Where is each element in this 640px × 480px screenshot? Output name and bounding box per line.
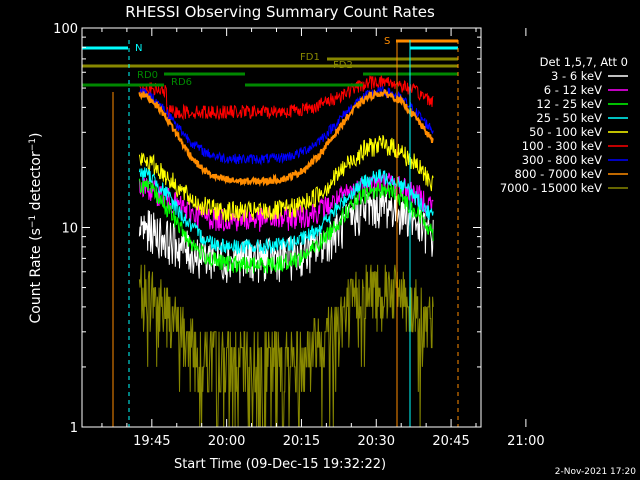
legend-header: Det 1,5,7, Att 0 xyxy=(540,55,628,69)
legend-label: 6 - 12 keV xyxy=(544,83,602,97)
x-tick-label: 20:15 xyxy=(283,434,320,449)
legend-label: 300 - 800 keV xyxy=(522,153,602,167)
legend-label: 800 - 7000 keV xyxy=(514,167,602,181)
y-tick-label: 1 xyxy=(70,421,78,436)
timestamp: 2-Nov-2021 17:20 xyxy=(555,467,637,477)
legend-label: 100 - 300 keV xyxy=(522,139,602,153)
series-line-7000-15000kev xyxy=(138,264,434,428)
series-line-100-300kev xyxy=(138,75,434,121)
annotations-layer: N S FD1 FD2 RD0 RD6 xyxy=(82,36,459,427)
series-line-50-100kev xyxy=(138,135,434,222)
annotation-label: N xyxy=(135,43,142,54)
series-line-12-25kev xyxy=(138,178,434,274)
x-tick-label: 19:45 xyxy=(133,434,170,449)
annotation-label: FD2 xyxy=(333,60,353,71)
chart-title: RHESSI Observing Summary Count Rates xyxy=(125,3,435,21)
annotation-label: RD6 xyxy=(171,77,192,88)
legend-label: 12 - 25 keV xyxy=(536,97,602,111)
y-axis-label: Count Rate (s−1 detector−1) xyxy=(28,133,44,324)
x-tick-label: 21:00 xyxy=(507,434,544,449)
y-tick-label: 100 xyxy=(53,22,78,37)
legend-label: 50 - 100 keV xyxy=(529,125,602,139)
x-tick-label: 20:30 xyxy=(358,434,395,449)
annotation-label: FD1 xyxy=(300,52,320,63)
series-line-25-50kev xyxy=(138,167,434,255)
annotation-label: RD0 xyxy=(137,70,158,81)
axes-layer: 19:45 20:00 20:15 20:30 20:45 21:00 1 10 100 xyxy=(53,22,544,449)
y-tick-label: 10 xyxy=(61,222,78,237)
series-line-6-12kev xyxy=(138,172,434,232)
annotation-label: S xyxy=(384,36,390,47)
x-tick-label: 20:00 xyxy=(208,434,245,449)
legend-label: 3 - 6 keV xyxy=(551,69,602,83)
series-layer xyxy=(138,75,434,428)
series-line-800-7000kev xyxy=(138,88,434,188)
legend-label: 25 - 50 keV xyxy=(536,111,602,125)
x-tick-label: 20:45 xyxy=(432,434,469,449)
x-axis-label: Start Time (09-Dec-15 19:32:22) xyxy=(174,457,386,472)
legend-label: 7000 - 15000 keV xyxy=(500,181,602,195)
